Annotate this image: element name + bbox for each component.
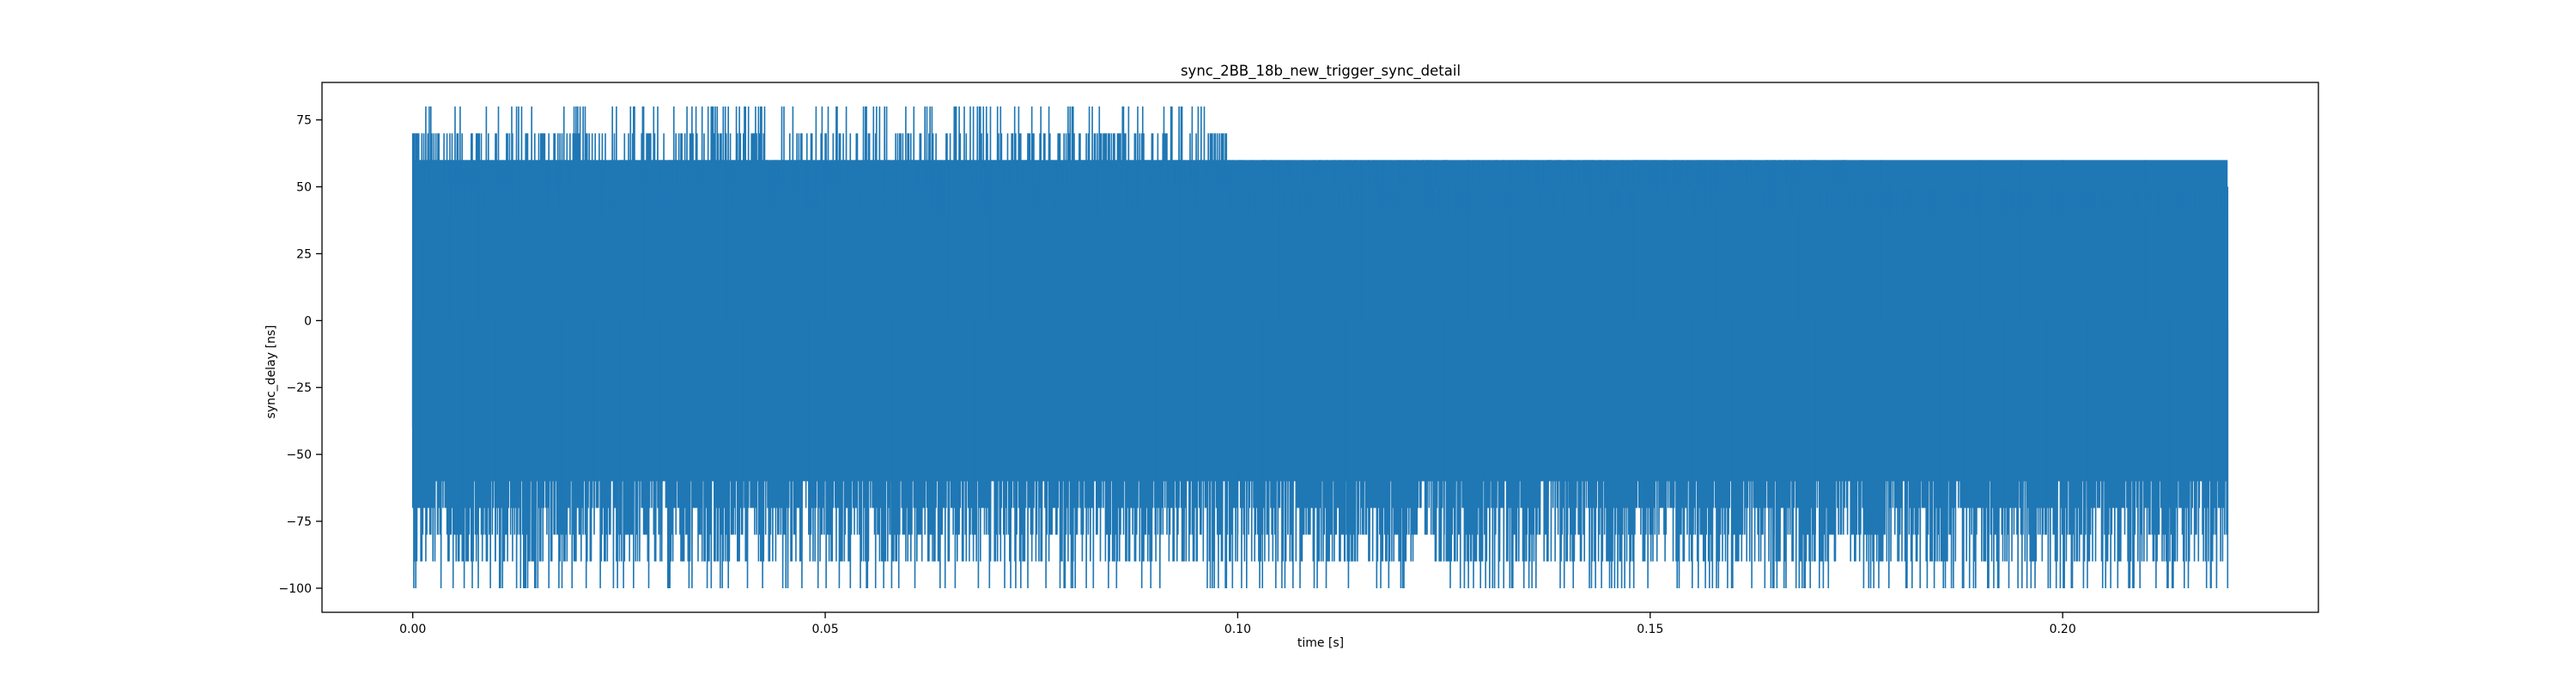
- plot-area: [411, 106, 2229, 589]
- y-tick-label: 50: [296, 181, 312, 195]
- series-line: [411, 106, 2229, 589]
- plot-frame: [321, 82, 2319, 613]
- y-tick-label: 25: [296, 247, 312, 261]
- x-axis-label: time [s]: [1297, 636, 1344, 650]
- y-tick-label: −75: [286, 515, 312, 529]
- y-tick-label: −100: [279, 582, 312, 596]
- x-tick-label: 0.20: [2050, 623, 2076, 636]
- y-tick-label: 0: [304, 314, 312, 328]
- x-tick-label: 0.05: [811, 623, 838, 636]
- y-tick-label: −25: [286, 381, 312, 395]
- y-tick-label: 75: [296, 114, 312, 128]
- chart-title: sync_2BB_18b_new_trigger_sync_detail: [1181, 63, 1461, 80]
- x-tick-label: 0.15: [1637, 623, 1663, 636]
- x-axis: 0.00 0.05 0.10 0.15 0.20: [399, 612, 2076, 636]
- x-tick-label: 0.10: [1224, 623, 1251, 636]
- y-axis: 75 50 25 0 −25 −50 −75 −100: [279, 114, 322, 596]
- y-tick-label: −50: [286, 448, 312, 462]
- y-axis-label: sync_delay [ns]: [264, 325, 278, 419]
- x-tick-label: 0.00: [399, 623, 426, 636]
